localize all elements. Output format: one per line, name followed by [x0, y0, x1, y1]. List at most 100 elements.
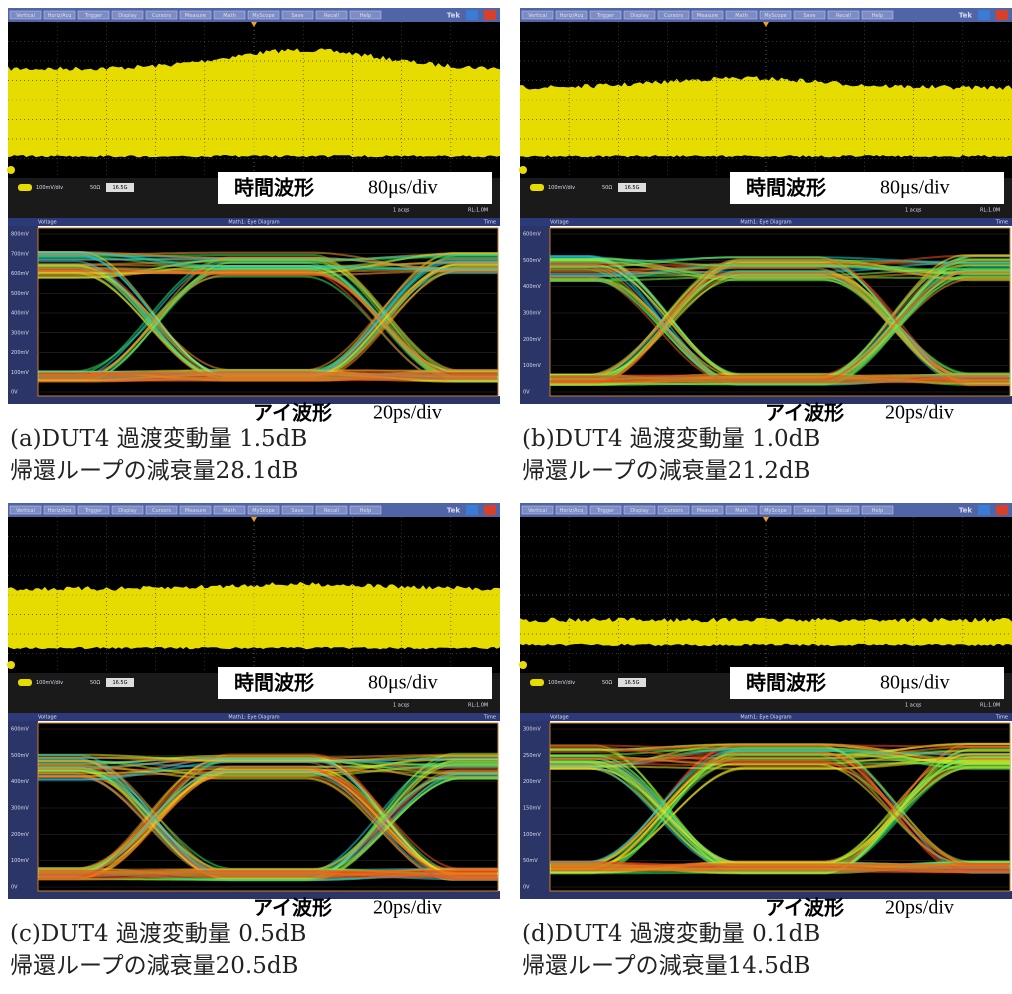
menu-label: Math [735, 508, 748, 514]
menu-label: MyScope [764, 13, 787, 19]
menu-label: Help [872, 508, 883, 514]
menu-label: Recall [836, 508, 851, 514]
eye-y-tick-label: 250mV [523, 753, 541, 759]
channel-marker [519, 661, 527, 669]
menu-label: Display [118, 13, 136, 19]
impedance: 50Ω [90, 185, 100, 191]
brand: Tek [447, 507, 461, 515]
channel-scale: 100mV/div [36, 185, 63, 191]
menu-label: Horiz/Acq [560, 508, 584, 514]
impedance: 50Ω [602, 680, 612, 686]
close-button[interactable] [484, 505, 496, 515]
menu-label: MyScope [252, 13, 275, 19]
time-label: 時間波形 [746, 671, 826, 695]
menu-label: Cursors [152, 13, 171, 19]
minimize-button[interactable] [466, 10, 478, 20]
menu-label: Save [291, 508, 303, 514]
impedance: 50Ω [602, 185, 612, 191]
brand: Tek [447, 12, 461, 20]
eye-y-tick-label: 200mV [11, 832, 29, 838]
minimize-button[interactable] [978, 10, 990, 20]
eye-axis-title: Voltage [38, 220, 57, 226]
close-button[interactable] [996, 505, 1008, 515]
eye-y-tick-label: 100mV [11, 370, 29, 376]
channel-scale: 100mV/div [548, 185, 575, 191]
menu-label: Recall [836, 13, 851, 19]
menu-label: MyScope [252, 508, 275, 514]
channel-badge [18, 184, 32, 191]
eye-y-tick-label: 0V [523, 390, 530, 396]
menu-label: Horiz/Acq [48, 508, 72, 514]
caption-line: 帰還ループの減衰量14.5dB [522, 953, 810, 979]
caption-line: 帰還ループの減衰量21.2dB [522, 458, 810, 484]
page: Vertical Horiz/Acq Trigger Display Cursors Me… [0, 0, 1012, 994]
eye-y-tick-label: 600mV [11, 271, 29, 277]
channel-marker [519, 166, 527, 174]
channel-scale: 100mV/div [36, 680, 63, 686]
close-button[interactable] [996, 10, 1008, 20]
channel-marker [7, 661, 15, 669]
eye-low-band [39, 870, 497, 878]
menu-label: Vertical [16, 508, 35, 514]
acquisitions: 1 acqs [905, 703, 922, 709]
eye-y-tick-label: 600mV [11, 727, 29, 733]
eye-scale: 20ps/div [885, 402, 954, 424]
eye-axis-title: Time [995, 715, 1008, 721]
eye-y-tick-label: 300mV [11, 806, 29, 812]
channel-badge [530, 679, 544, 686]
caption-line: (a)DUT4 過渡変動量 1.5dB [10, 426, 307, 452]
eye-y-tick-label: 400mV [523, 284, 541, 290]
waveform-band [520, 76, 1012, 157]
eye-y-tick-label: 500mV [11, 291, 29, 297]
menu-label: Help [360, 508, 371, 514]
menu-label: Cursors [152, 508, 171, 514]
eye-y-tick-label: 300mV [523, 727, 541, 733]
eye-y-tick-label: 200mV [523, 337, 541, 343]
bandwidth: 16.5G [112, 680, 127, 686]
bandwidth: 16.5G [112, 185, 127, 191]
eye-low-band [551, 863, 1009, 871]
eye-y-tick-label: 0V [11, 390, 18, 396]
eye-y-tick-label: 150mV [523, 806, 541, 812]
menu-label: Trigger [596, 508, 615, 514]
menu-label: Measure [697, 508, 718, 514]
minimize-button[interactable] [978, 505, 990, 515]
close-button[interactable] [484, 10, 496, 20]
menu-label: Horiz/Acq [560, 13, 584, 19]
minimize-button[interactable] [466, 505, 478, 515]
eye-y-tick-label: 0V [523, 885, 530, 891]
caption-line: (c)DUT4 過渡変動量 0.5dB [10, 921, 306, 947]
eye-low-band [551, 375, 1009, 383]
menu-label: Cursors [664, 13, 683, 19]
menu-label: Trigger [84, 13, 103, 19]
eye-y-tick-label: 400mV [11, 311, 29, 317]
eye-title: Math1: Eye Diagram [740, 715, 791, 721]
menu-label: Math [223, 508, 236, 514]
channel-scale: 100mV/div [548, 680, 575, 686]
eye-y-tick-label: 300mV [523, 311, 541, 317]
eye-y-tick-label: 200mV [523, 779, 541, 785]
record-length: RL:1.0M [468, 703, 488, 709]
eye-axis-title: Voltage [550, 715, 569, 721]
channel-badge [530, 184, 544, 191]
time-scale: 80μs/div [368, 177, 438, 199]
eye-y-tick-label: 0V [11, 885, 18, 891]
menu-label: Save [291, 13, 303, 19]
menu-label: Cursors [664, 508, 683, 514]
menu-label: Measure [185, 13, 206, 19]
menu-label: Display [630, 508, 648, 514]
time-label: 時間波形 [746, 176, 826, 200]
eye-y-tick-label: 500mV [523, 258, 541, 264]
menu-label: Measure [697, 13, 718, 19]
eye-label: アイ波形 [253, 401, 332, 425]
brand: Tek [959, 12, 973, 20]
menu-label: Trigger [84, 508, 103, 514]
eye-label: アイ波形 [253, 896, 332, 920]
eye-y-tick-label: 200mV [11, 350, 29, 356]
menu-label: Display [118, 508, 136, 514]
menu-label: Help [872, 13, 883, 19]
eye-y-tick-label: 50mV [523, 858, 538, 864]
figure: Vertical Horiz/Acq Trigger Display Cursors Me… [0, 0, 1012, 994]
